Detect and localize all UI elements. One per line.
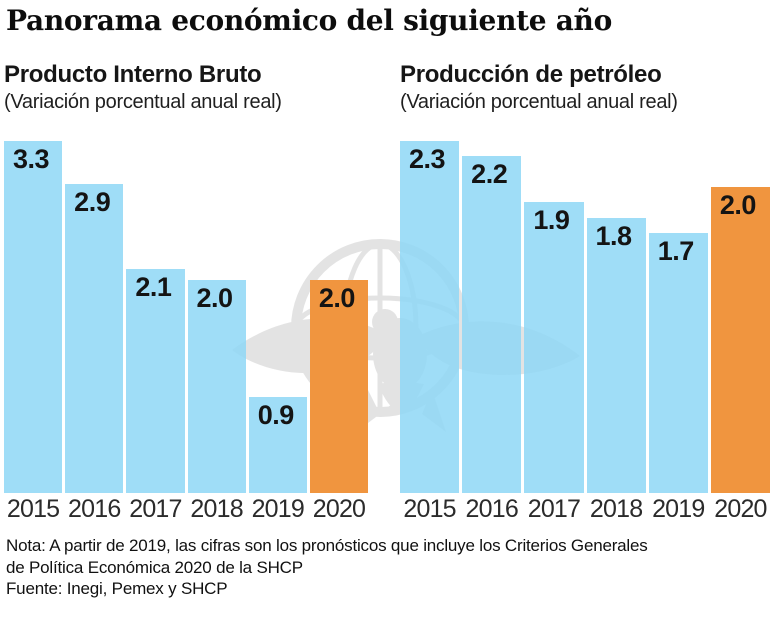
footnotes: Nota: A partir de 2019, las cifras son l… [6,535,648,600]
bar-value-label: 1.7 [657,236,695,266]
x-axis-label-2017: 2017 [129,495,182,523]
bar-value-label: 2.0 [719,190,757,220]
x-axis-label-2017: 2017 [527,495,581,523]
x-axis-label-2020: 2020 [312,495,366,523]
bar-2015: 2.3 [400,141,460,493]
bar-2019: 0.9 [248,397,307,493]
bar-2017: 1.9 [524,202,584,493]
bar-value-label: 2.9 [74,187,111,217]
bar-2017: 2.1 [126,269,185,493]
x-axis-label-2016: 2016 [68,495,121,523]
note-line: de Política Económica 2020 de la SHCP [6,557,303,577]
page-title: Panorama económico del siguiente año [6,4,612,37]
chart-subtitle: (Variación porcentual anual real) [4,91,282,113]
x-axis-label-2018: 2018 [190,495,243,523]
bar-value-label: 3.3 [13,144,50,174]
bar-2019: 1.7 [648,233,708,493]
bar-value-label: 2.2 [471,159,508,189]
bar-2018: 1.8 [586,218,646,493]
year-labels: 2015 2016 2017 2018 2019 2020 [400,495,770,524]
bar-value-label: 1.9 [533,205,570,235]
chart-heading: Producto Interno Bruto [4,61,262,88]
bar-value-label: 2.0 [196,283,234,313]
x-axis-label-2015: 2015 [6,495,60,523]
note-line: Nota: A partir de 2019, las cifras son l… [6,536,648,555]
x-axis-label-2018: 2018 [589,495,643,523]
bar-2020: 2.0 [710,187,771,493]
year-labels: 2015 2016 2017 2018 2019 2020 [4,495,368,524]
chart-produccion-de-petroleo: Producción de petróleo (Variación porcen… [400,61,771,532]
bar-2018: 2.0 [187,280,246,493]
chart-subtitle: (Variación porcentual anual real) [400,91,678,113]
bar-value-label: 2.0 [318,283,356,313]
bars: 2.3 2.2 1.9 1.8 1.7 2.0 [400,140,771,493]
x-axis-label-2019: 2019 [251,495,305,523]
chart-producto-interno-bruto: Producto Interno Bruto (Variación porcen… [4,61,369,532]
source-line: Fuente: Inegi, Pemex y SHCP [6,579,228,598]
bar-value-label: 1.8 [595,221,633,251]
bar-value-label: 2.1 [135,272,172,302]
x-axis-label-2016: 2016 [465,495,519,523]
x-axis-label-2015: 2015 [403,495,456,523]
bar-value-label: 2.3 [409,144,446,174]
chart-heading: Producción de petróleo [400,61,662,88]
bar-2016: 2.2 [462,156,522,493]
bars: 3.3 2.9 2.1 2.0 0.9 2.0 [4,140,369,493]
bar-2020: 2.0 [309,280,369,493]
bar-value-label: 0.9 [257,400,295,430]
bar-2015: 3.3 [4,141,63,493]
x-axis-label-2019: 2019 [652,495,705,523]
x-axis-label-2020: 2020 [714,495,767,523]
bar-2016: 2.9 [65,184,124,493]
